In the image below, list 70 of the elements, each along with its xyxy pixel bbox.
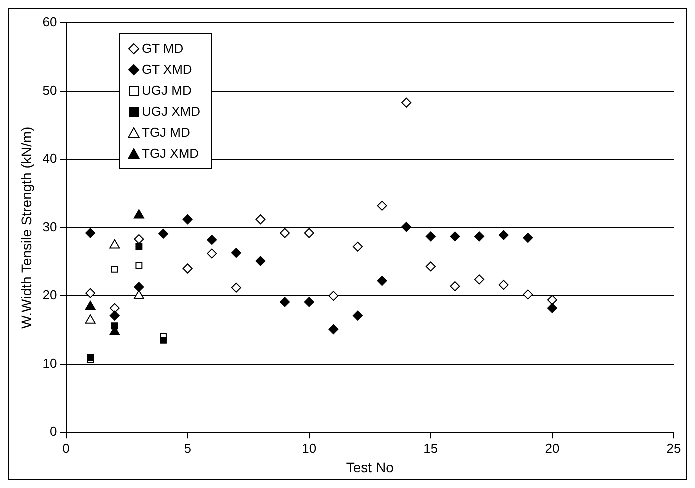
point [304, 297, 314, 308]
point [328, 324, 339, 335]
point [426, 232, 436, 242]
legend-label: UGJ MD [142, 83, 192, 98]
y-tick-label: 50 [42, 82, 58, 98]
point [402, 98, 412, 108]
point [377, 200, 388, 211]
x-tick-label: 20 [545, 440, 560, 456]
point [498, 230, 509, 240]
point [377, 276, 388, 286]
point [256, 256, 266, 266]
point [207, 248, 218, 259]
point [134, 210, 144, 219]
point [86, 288, 96, 298]
point [547, 303, 558, 314]
point [498, 280, 509, 290]
point [86, 228, 96, 238]
point [85, 314, 96, 324]
point [207, 235, 218, 246]
point [134, 234, 144, 244]
point [402, 222, 412, 232]
point [231, 282, 242, 293]
point [280, 297, 290, 308]
point [256, 214, 266, 225]
point [474, 274, 485, 285]
point [523, 233, 534, 244]
y-tick-label: 10 [42, 356, 58, 371]
point [85, 300, 96, 310]
point [280, 228, 290, 238]
point [231, 248, 242, 258]
point [474, 232, 485, 242]
point [328, 291, 339, 302]
legend-label: GT XMD [142, 62, 192, 77]
y-axis-title: W.Width Tensile Strength (kN/m) [18, 126, 34, 329]
x-tick-label: 0 [62, 440, 70, 456]
y-tick-label: 20 [42, 288, 58, 303]
x-tick-label: 25 [666, 440, 682, 456]
point [110, 240, 120, 249]
legend-label: GT MD [142, 41, 184, 56]
legend-label: TGJ MD [142, 125, 190, 140]
point [352, 242, 363, 252]
point [134, 282, 144, 292]
point [523, 290, 534, 300]
legend-label: TGJ XMD [142, 146, 200, 161]
y-tick-label: 0 [50, 424, 58, 440]
point [136, 243, 143, 250]
point [134, 290, 144, 300]
point [158, 228, 168, 239]
point [110, 303, 120, 314]
point [160, 336, 167, 344]
point [547, 295, 558, 306]
y-tick-label: 40 [42, 151, 58, 166]
x-tick-label: 15 [424, 440, 438, 456]
point [87, 354, 94, 361]
point [136, 262, 143, 270]
point [110, 310, 120, 321]
x-tick-label: 5 [184, 440, 192, 456]
x-axis-title: Test No [346, 459, 394, 476]
point [352, 310, 363, 321]
point [111, 266, 118, 273]
point [182, 214, 193, 225]
point [304, 228, 314, 238]
legend-label: UGJ XMD [142, 104, 200, 119]
point [450, 232, 460, 242]
point [182, 264, 193, 274]
point [426, 262, 436, 272]
x-tick-label: 10 [302, 440, 317, 456]
y-tick-label: 30 [42, 219, 58, 234]
y-tick-label: 60 [42, 14, 58, 30]
point [450, 282, 460, 292]
